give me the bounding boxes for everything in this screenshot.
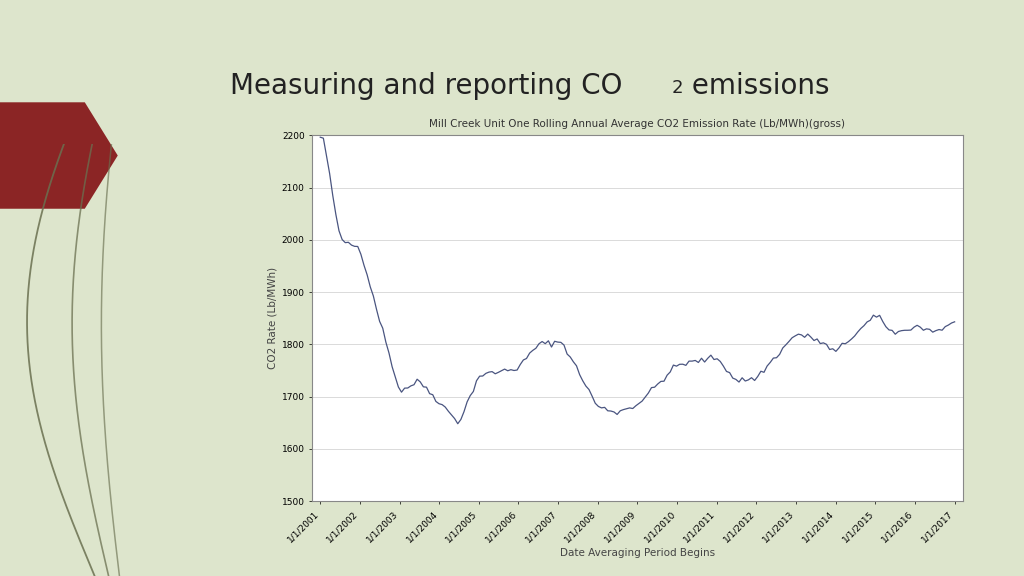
Y-axis label: CO2 Rate (Lb/MWh): CO2 Rate (Lb/MWh) — [267, 267, 278, 369]
Text: 2: 2 — [672, 79, 683, 97]
Text: Measuring and reporting CO: Measuring and reporting CO — [230, 72, 623, 100]
Title: Mill Creek Unit One Rolling Annual Average CO2 Emission Rate (Lb/MWh)(gross): Mill Creek Unit One Rolling Annual Avera… — [429, 119, 846, 129]
X-axis label: Date Averaging Period Begins: Date Averaging Period Begins — [560, 548, 715, 558]
Text: emissions: emissions — [683, 72, 829, 100]
Polygon shape — [0, 103, 118, 209]
